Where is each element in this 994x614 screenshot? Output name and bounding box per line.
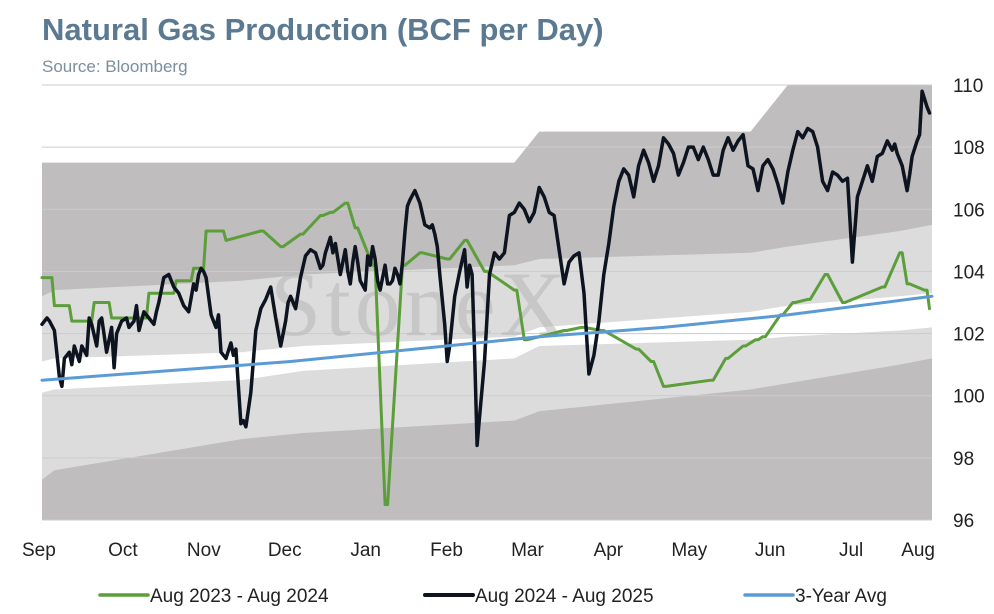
x-tick-label: Sep xyxy=(22,540,56,561)
x-tick-label: Feb xyxy=(430,540,463,561)
x-tick-label: Jul xyxy=(839,540,863,561)
x-tick-label: May xyxy=(671,540,707,561)
legend: Aug 2023 - Aug 2024 Aug 2024 - Aug 2025 3-… xyxy=(98,586,887,607)
y-tick-label: 106 xyxy=(953,200,985,221)
y-tick-label: 96 xyxy=(953,511,974,532)
legend-label: Aug 2023 - Aug 2024 xyxy=(150,586,329,607)
y-tick-label: 100 xyxy=(953,387,985,408)
y-tick-label: 110 xyxy=(953,76,983,97)
x-tick-label: Jan xyxy=(350,540,381,561)
x-tick-label: Mar xyxy=(511,540,544,561)
x-tick-label: Oct xyxy=(108,540,138,561)
y-tick-label: 108 xyxy=(953,138,985,159)
chart-title: Natural Gas Production (BCF per Day) xyxy=(42,12,604,47)
series-line-2023-2024 xyxy=(40,201,931,506)
x-tick-label: Aug xyxy=(901,540,935,561)
gridlines xyxy=(42,84,932,521)
x-tick-label: Jun xyxy=(755,540,786,561)
series-lines xyxy=(40,89,934,506)
x-tick-label: Nov xyxy=(187,540,221,561)
x-tick-label: Dec xyxy=(268,540,302,561)
y-tick-label: 98 xyxy=(953,449,974,470)
x-axis-ticks: Sep Oct Nov Dec Jan Feb Mar Apr May Jun Jul Aug xyxy=(22,540,935,561)
x-tick-label: Apr xyxy=(594,540,624,561)
y-tick-label: 104 xyxy=(953,262,985,283)
series-line-3yr-avg xyxy=(40,294,934,382)
series-line-2024-2025 xyxy=(40,89,932,448)
y-tick-label: 102 xyxy=(953,325,985,346)
legend-label: 3-Year Avg xyxy=(795,586,887,607)
chart-source: Source: Bloomberg xyxy=(42,57,188,76)
legend-label: Aug 2024 - Aug 2025 xyxy=(475,586,654,607)
y-axis-ticks: 96 98 100 102 104 106 108 110 xyxy=(953,76,985,532)
